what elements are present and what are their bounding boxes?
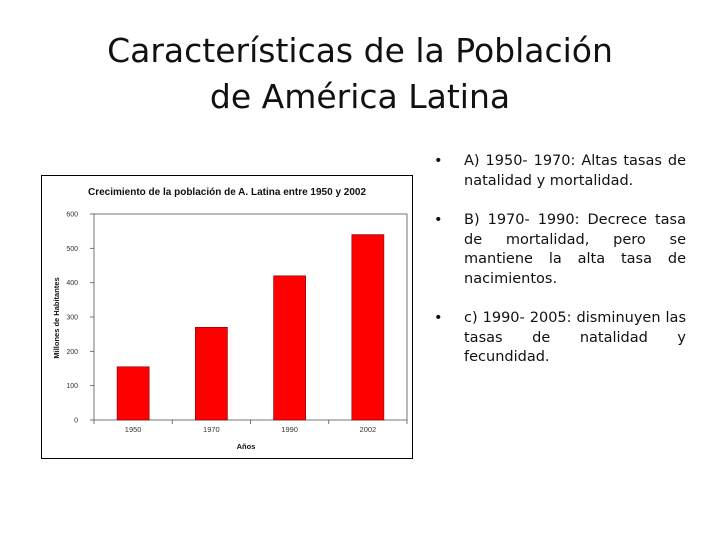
population-bar-chart: Crecimiento de la población de A. Latina… bbox=[52, 187, 408, 451]
y-tick-label: 0 bbox=[74, 418, 78, 425]
slide-title-line-2: de América Latina bbox=[209, 77, 511, 116]
slide-title: Características de la Población de Améri… bbox=[60, 28, 660, 120]
chart-title: Crecimiento de la población de A. Latina… bbox=[88, 187, 367, 198]
x-tick-label: 1970 bbox=[203, 425, 220, 434]
bullet-marker: • bbox=[434, 310, 443, 326]
y-axis: 0 100 200 300 400 500 600 bbox=[66, 212, 94, 425]
x-axis-label: Años bbox=[237, 442, 256, 451]
bars bbox=[116, 234, 385, 421]
bullet-text: c) 1990- 2005: disminuyen las tasas de n… bbox=[464, 310, 686, 365]
bar-1970 bbox=[195, 327, 228, 421]
bar-1990 bbox=[273, 275, 306, 421]
bullet-marker: • bbox=[434, 212, 443, 228]
y-tick-label: 500 bbox=[66, 246, 78, 253]
chart-frame: Crecimiento de la población de A. Latina… bbox=[41, 175, 413, 459]
y-tick-label: 600 bbox=[66, 212, 78, 219]
bar-1950 bbox=[116, 366, 150, 421]
slide-title-line-1: Características de la Población bbox=[107, 31, 613, 70]
bullet-marker: • bbox=[434, 153, 443, 169]
x-tick-label: 1990 bbox=[281, 425, 298, 434]
bullet-item: • B) 1970- 1990: Decrece tasa de mortali… bbox=[434, 211, 686, 289]
x-axis: 1950 1970 1990 2002 bbox=[93, 420, 408, 434]
x-tick-label: 2002 bbox=[360, 425, 377, 434]
bullet-text: B) 1970- 1990: Decrece tasa de mortalida… bbox=[464, 212, 686, 287]
y-tick-label: 200 bbox=[66, 349, 78, 356]
bullet-item: • c) 1990- 2005: disminuyen las tasas de… bbox=[434, 309, 686, 368]
y-tick-label: 400 bbox=[66, 280, 78, 287]
x-tick-label: 1950 bbox=[125, 425, 142, 434]
bullet-text: A) 1950- 1970: Altas tasas de natalidad … bbox=[464, 153, 686, 189]
y-tick-label: 100 bbox=[66, 383, 78, 390]
bullet-item: • A) 1950- 1970: Altas tasas de natalida… bbox=[434, 152, 686, 191]
y-tick-label: 300 bbox=[66, 315, 78, 322]
y-axis-label: Millones de Habitantes bbox=[52, 277, 61, 358]
bullet-list: • A) 1950- 1970: Altas tasas de natalida… bbox=[434, 152, 686, 388]
bar-2002 bbox=[351, 234, 385, 421]
